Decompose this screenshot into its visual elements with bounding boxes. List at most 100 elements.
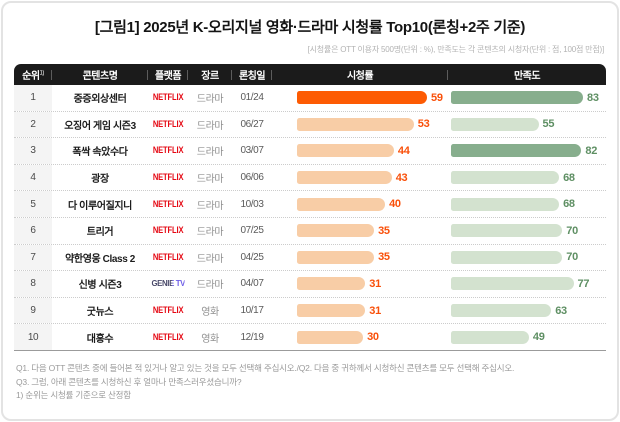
launch-date-cell: 10/17 <box>240 305 264 317</box>
rank-cell: 4 <box>14 164 52 191</box>
platform-cell: GENIE TV <box>148 278 188 289</box>
satisfaction-value: 82 <box>585 144 598 157</box>
platform-cell: NETFLIX <box>148 332 188 343</box>
content-title: 오징어 게임 시즌3 <box>64 120 136 132</box>
page-subtitle: [시청률은 OTT 이용자 500명(단위 : %), 만족도는 각 콘텐츠의 … <box>307 45 605 54</box>
satisfaction-bar <box>451 250 563 264</box>
content-title: 약한영웅 Class 2 <box>65 253 135 265</box>
content-title: 대홍수 <box>86 333 114 345</box>
launch-date-cell: 07/25 <box>240 225 264 237</box>
rating-bar <box>297 330 364 344</box>
rating-value: 30 <box>367 331 379 344</box>
netflix-logo: NETFLIX <box>152 118 184 130</box>
netflix-logo: NETFLIX <box>152 225 184 237</box>
satisfaction-bar <box>451 171 560 185</box>
table-row: 2 오징어 게임 시즌3 NETFLIX 드라마 06/27 53 55 <box>14 111 606 139</box>
netflix-logo: NETFLIX <box>152 92 184 104</box>
content-title: 광장 <box>91 174 109 186</box>
rating-bar <box>297 304 366 318</box>
content-title: 트리거 <box>86 227 114 239</box>
content-title: 다 이루어질지니 <box>68 200 132 212</box>
satisfaction-bar-group: 49 <box>448 330 606 344</box>
rating-bar-group: 30 <box>272 330 448 344</box>
satisfaction-bar <box>451 224 563 238</box>
satisfaction-bar <box>451 91 583 105</box>
netflix-logo: NETFLIX <box>152 305 184 317</box>
col-header-rank: 순위1) <box>14 67 52 82</box>
rank-cell: 10 <box>14 324 52 350</box>
footnote-rank-note: 1) 순위는 시청률 기준으로 산정함 <box>16 390 131 401</box>
launch-date-cell: 01/24 <box>240 92 264 104</box>
satisfaction-bar-group: 77 <box>448 277 606 291</box>
satisfaction-bar-group: 55 <box>448 117 606 131</box>
rating-bar <box>297 197 386 211</box>
genre-cell: 드라마 <box>196 174 224 186</box>
col-header-rating: 시청률 <box>272 67 448 82</box>
genietv-logo: GENIE TV <box>151 278 185 289</box>
content-title: 굿뉴스 <box>86 307 114 319</box>
genre-cell: 영화 <box>201 333 219 345</box>
table-row: 7 약한영웅 Class 2 NETFLIX 드라마 04/25 35 70 <box>14 244 606 272</box>
netflix-logo: NETFLIX <box>152 198 184 210</box>
table-row: 5 다 이루어질지니 NETFLIX 드라마 10/03 40 68 <box>14 191 606 218</box>
genre-cell: 드라마 <box>196 147 224 159</box>
rating-bar-group: 31 <box>272 304 448 318</box>
platform-cell: NETFLIX <box>148 199 188 210</box>
satisfaction-bar <box>451 144 582 158</box>
rating-bar-group: 44 <box>272 144 448 158</box>
rating-bar-group: 35 <box>272 250 448 264</box>
satisfaction-bar <box>451 197 560 211</box>
rating-bar <box>297 224 375 238</box>
rating-bar <box>297 250 375 264</box>
table-row: 9 굿뉴스 NETFLIX 영화 10/17 31 63 <box>14 297 606 325</box>
rating-bar <box>297 277 366 291</box>
satisfaction-value: 68 <box>563 171 575 184</box>
satisfaction-value: 70 <box>566 251 578 264</box>
satisfaction-value: 55 <box>542 118 555 131</box>
genre-cell: 영화 <box>201 307 219 319</box>
rank-cell: 5 <box>14 191 52 217</box>
content-title: 신병 시즌3 <box>78 280 122 292</box>
rating-bar-group: 59 <box>272 91 448 105</box>
satisfaction-value: 77 <box>577 277 590 290</box>
col-header-genre: 장르 <box>188 67 232 82</box>
rank-cell: 2 <box>14 111 52 138</box>
platform-cell: NETFLIX <box>148 172 188 183</box>
rating-value: 53 <box>417 118 430 131</box>
launch-date-cell: 04/07 <box>240 278 264 290</box>
rating-bar-group: 43 <box>272 171 448 185</box>
footnote-q1-q2: Q1. 다음 OTT 콘텐츠 중에 들어본 적 있거나 알고 있는 것을 모두 … <box>16 362 515 373</box>
platform-cell: NETFLIX <box>148 119 188 130</box>
satisfaction-bar-group: 82 <box>448 144 606 158</box>
genre-cell: 드라마 <box>196 120 224 132</box>
satisfaction-value: 70 <box>566 224 578 237</box>
col-header-satisfaction: 만족도 <box>513 71 541 82</box>
satisfaction-bar-group: 70 <box>448 224 606 238</box>
rating-value: 43 <box>395 171 408 184</box>
rating-bar <box>297 171 392 185</box>
rating-value: 59 <box>431 91 443 104</box>
top10-table: 순위1) 콘텐츠명 플랫폼 장르 론칭일 시청률 만족도 1 중증외상센터 NE… <box>14 64 606 351</box>
rank-footnote-marker: 1) <box>39 70 45 77</box>
satisfaction-bar-group: 68 <box>448 171 606 185</box>
page-title: [그림1] 2025년 K-오리지널 영화·드라마 시청률 Top10(론칭+2… <box>94 19 526 36</box>
netflix-logo: NETFLIX <box>152 145 184 157</box>
col-header-launch: 론칭일 <box>232 67 272 82</box>
satisfaction-bar-group: 68 <box>448 197 606 211</box>
genre-cell: 드라마 <box>196 94 224 106</box>
rating-bar <box>297 144 394 158</box>
table-row: 8 신병 시즌3 GENIE TV 드라마 04/07 31 77 <box>14 271 606 298</box>
platform-cell: NETFLIX <box>148 92 188 103</box>
table-row: 4 광장 NETFLIX 드라마 06/06 43 68 <box>14 164 606 192</box>
satisfaction-bar <box>451 304 552 318</box>
col-header-title: 콘텐츠명 <box>52 67 148 82</box>
rank-cell: 1 <box>14 85 52 111</box>
satisfaction-bar-group: 70 <box>448 250 606 264</box>
table-row: 3 폭싹 속았수다 NETFLIX 드라마 03/07 44 82 <box>14 138 606 165</box>
platform-cell: NETFLIX <box>148 305 188 316</box>
netflix-logo: NETFLIX <box>152 251 184 263</box>
rank-cell: 6 <box>14 217 52 244</box>
platform-cell: NETFLIX <box>148 252 188 263</box>
footnotes: Q1. 다음 OTT 콘텐츠 중에 들어본 적 있거나 알고 있는 것을 모두 … <box>16 362 604 403</box>
rating-value: 31 <box>369 277 381 290</box>
